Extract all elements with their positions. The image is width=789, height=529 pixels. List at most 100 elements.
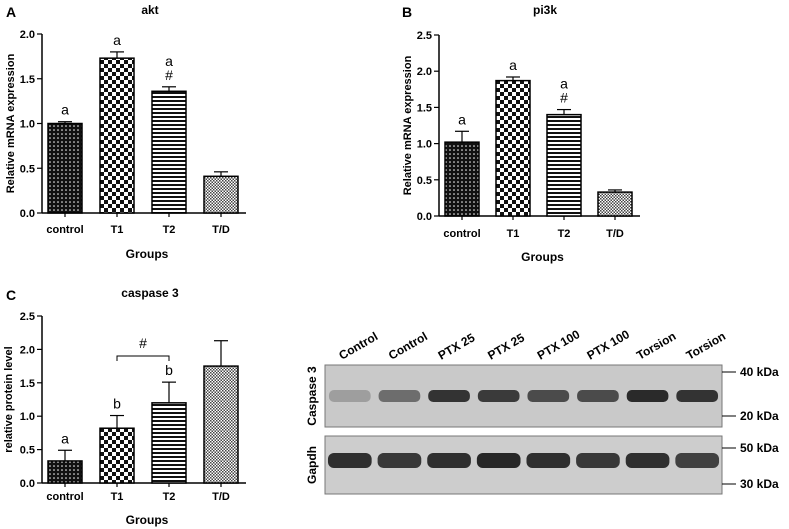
y-tick-label: 0.0 — [20, 478, 35, 490]
bar-t2 — [546, 113, 582, 217]
y-tick-label: 1.5 — [20, 378, 35, 390]
x-tick-label: T1 — [111, 491, 124, 503]
y-tick-label: 0.0 — [417, 211, 432, 223]
x-tick-label: control — [46, 491, 83, 503]
x-axis-label: Groups — [126, 247, 169, 261]
x-tick-label: T2 — [558, 228, 571, 240]
significance-label: a — [509, 57, 517, 73]
gapdh-band — [427, 453, 471, 468]
gapdh-band — [476, 453, 521, 468]
x-tick-label: T/D — [606, 228, 624, 240]
caspase3-band — [328, 390, 371, 402]
y-tick-label: 2.5 — [417, 30, 432, 42]
bracket-label: # — [139, 335, 147, 351]
lane-label: PTX 25 — [485, 330, 527, 362]
significance-label: a — [113, 32, 121, 48]
chart-title: caspase 3 — [121, 286, 179, 300]
significance-label: a — [165, 53, 173, 69]
y-tick-label: 1.0 — [20, 411, 35, 423]
x-tick-label: T/D — [212, 491, 230, 503]
marker-label: 40 kDa — [740, 365, 779, 379]
bar-t1 — [495, 79, 531, 217]
x-tick-label: T1 — [507, 228, 520, 240]
chart-pi3k: pi3k 0.0 0.5 1.0 1.5 2.0 2.5 Relative mRNA expr… — [402, 3, 640, 264]
significance-label: # — [165, 67, 173, 83]
significance-label: # — [560, 90, 568, 106]
x-tick-label: T2 — [163, 491, 176, 503]
gapdh-band — [576, 453, 620, 468]
gapdh-band — [675, 453, 720, 468]
x-tick-label: T1 — [111, 224, 124, 236]
caspase3-band — [378, 390, 421, 402]
caspase3-band — [626, 390, 669, 402]
significance-label: a — [560, 76, 568, 92]
bar-control — [444, 141, 480, 217]
bar-t-d — [597, 191, 633, 217]
significance-label: b — [113, 396, 121, 412]
bar-t-d — [203, 365, 239, 484]
lane-label: Torsion — [634, 329, 678, 363]
marker-label: 20 kDa — [740, 409, 779, 423]
y-tick-label: 1.5 — [20, 74, 35, 86]
significance-label: a — [61, 430, 69, 446]
x-axis-label: Groups — [521, 250, 564, 264]
caspase3-band — [527, 390, 570, 402]
significance-label: b — [165, 362, 173, 378]
y-tick-label: 0.5 — [20, 163, 35, 175]
y-tick-label: 1.0 — [417, 139, 432, 151]
y-tick-label: 0.0 — [20, 208, 35, 220]
y-tick-label: 2.5 — [20, 311, 35, 323]
y-tick-label: 1.0 — [20, 119, 35, 131]
bar-control — [47, 122, 83, 214]
y-tick-label: 0.5 — [20, 445, 35, 457]
y-axis-label: Relative mRNA expression — [402, 55, 414, 195]
y-axis-label: relative protein level — [3, 346, 15, 452]
gapdh-band — [526, 453, 571, 468]
caspase3-band — [676, 390, 719, 402]
panel-letter-c: C — [6, 287, 16, 303]
comparison-bracket — [116, 355, 170, 361]
chart-title: pi3k — [533, 3, 557, 17]
panel-letter-b: B — [402, 4, 412, 20]
gapdh-band — [327, 453, 372, 468]
bar-t1 — [99, 57, 135, 214]
western-blot: Control Control PTX 25 PTX 25 PTX 100 PTX 100… — [305, 327, 779, 495]
bar-control — [47, 460, 83, 484]
chart-title: akt — [141, 3, 158, 17]
caspase3-band — [477, 390, 520, 402]
lane-label: PTX 100 — [535, 327, 583, 363]
caspase3-band — [577, 390, 619, 402]
x-tick-label: control — [443, 228, 480, 240]
lane-label: PTX 100 — [584, 327, 632, 363]
lane-label: Control — [336, 329, 380, 362]
x-axis-label: Groups — [126, 513, 169, 527]
marker-label: 30 kDa — [740, 477, 779, 491]
lane-label: PTX 25 — [436, 330, 478, 362]
bar-t2 — [151, 402, 187, 484]
panel-letter-a: A — [6, 4, 16, 20]
gapdh-band — [377, 453, 422, 468]
y-tick-label: 1.5 — [417, 102, 432, 114]
bar-t1 — [99, 427, 135, 484]
lane-label: Control — [386, 329, 430, 362]
bar-t2 — [151, 90, 187, 214]
y-axis-label: Relative mRNA expression — [5, 53, 17, 193]
chart-caspase3: caspase 3 0.0 0.5 1.0 1.5 2.0 2.5 relative prot… — [3, 286, 246, 527]
x-tick-label: T/D — [212, 224, 230, 236]
x-tick-label: T2 — [163, 224, 176, 236]
blot-label-caspase3: Caspase 3 — [305, 366, 319, 426]
significance-label: a — [61, 102, 69, 118]
x-tick-label: control — [46, 224, 83, 236]
significance-label: a — [458, 111, 466, 127]
gapdh-band — [625, 453, 670, 468]
bar-t-d — [203, 175, 239, 214]
caspase3-band — [428, 390, 470, 402]
y-tick-label: 2.0 — [417, 66, 432, 78]
y-tick-label: 0.5 — [417, 175, 432, 187]
lane-label: Torsion — [684, 329, 728, 363]
y-tick-label: 2.0 — [20, 29, 35, 41]
blot-label-gapdh: Gapdh — [305, 446, 319, 484]
y-tick-label: 2.0 — [20, 344, 35, 356]
